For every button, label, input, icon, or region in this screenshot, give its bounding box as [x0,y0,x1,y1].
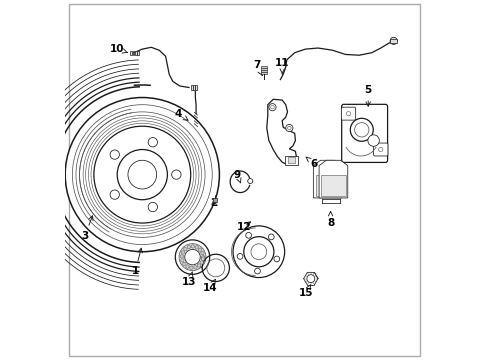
Circle shape [180,255,183,258]
Text: 1: 1 [131,248,142,276]
Bar [261,72,266,74]
Circle shape [200,251,203,255]
Circle shape [201,255,204,259]
Bar [212,198,217,202]
Polygon shape [266,99,296,165]
Bar [261,68,266,70]
Circle shape [389,37,396,44]
Circle shape [354,123,368,137]
Circle shape [268,234,274,240]
Bar [190,85,192,90]
Circle shape [346,112,350,116]
Text: 8: 8 [326,211,333,228]
Circle shape [197,264,201,267]
Circle shape [65,98,219,252]
Bar [315,175,339,196]
Bar [389,39,396,42]
Bar [137,50,139,55]
Text: 10: 10 [110,44,127,54]
Circle shape [181,251,184,254]
Circle shape [189,266,193,269]
Circle shape [110,190,119,199]
Text: 12: 12 [237,222,251,231]
Circle shape [233,226,284,278]
Circle shape [287,126,290,130]
Text: 13: 13 [182,272,196,287]
Bar [261,66,266,68]
Bar [287,157,294,163]
Circle shape [182,262,185,266]
Circle shape [306,275,314,283]
Circle shape [198,248,202,251]
Text: 9: 9 [233,170,241,183]
FancyBboxPatch shape [373,143,387,156]
Circle shape [187,246,190,249]
Circle shape [193,266,197,269]
Text: 6: 6 [305,157,317,169]
Text: 11: 11 [274,58,289,74]
Text: 14: 14 [203,279,217,293]
Circle shape [180,259,183,262]
Circle shape [171,170,181,179]
FancyBboxPatch shape [341,104,387,162]
Circle shape [184,249,200,265]
Circle shape [270,105,274,109]
Bar [132,50,134,55]
Circle shape [148,202,157,212]
Circle shape [285,125,292,132]
Circle shape [268,104,276,111]
Circle shape [247,179,252,184]
Polygon shape [319,160,347,198]
Text: 7: 7 [253,60,262,76]
Circle shape [254,268,260,274]
Circle shape [378,147,382,152]
Text: 4: 4 [174,109,188,120]
Polygon shape [313,160,341,198]
Circle shape [183,247,187,251]
Circle shape [200,261,203,264]
Bar [130,50,132,55]
Circle shape [117,149,167,200]
Circle shape [244,237,273,267]
Text: 15: 15 [298,285,313,298]
Circle shape [349,118,372,141]
Circle shape [245,233,251,238]
Circle shape [367,135,379,146]
Bar [261,70,266,72]
Bar [135,50,136,55]
Circle shape [175,240,209,274]
Circle shape [110,150,119,159]
Circle shape [273,256,279,262]
Circle shape [148,138,157,147]
Bar [192,85,194,90]
Circle shape [185,265,189,268]
Bar [321,175,345,196]
Circle shape [179,244,205,270]
Circle shape [201,257,204,260]
Circle shape [195,246,198,249]
Text: 3: 3 [81,216,93,240]
Circle shape [128,160,156,189]
Circle shape [250,244,266,260]
FancyBboxPatch shape [341,107,355,120]
Circle shape [191,245,194,248]
Bar [284,156,297,165]
Text: 2: 2 [210,198,217,208]
Bar [195,85,196,90]
Text: 5: 5 [364,85,371,106]
Circle shape [237,253,243,259]
